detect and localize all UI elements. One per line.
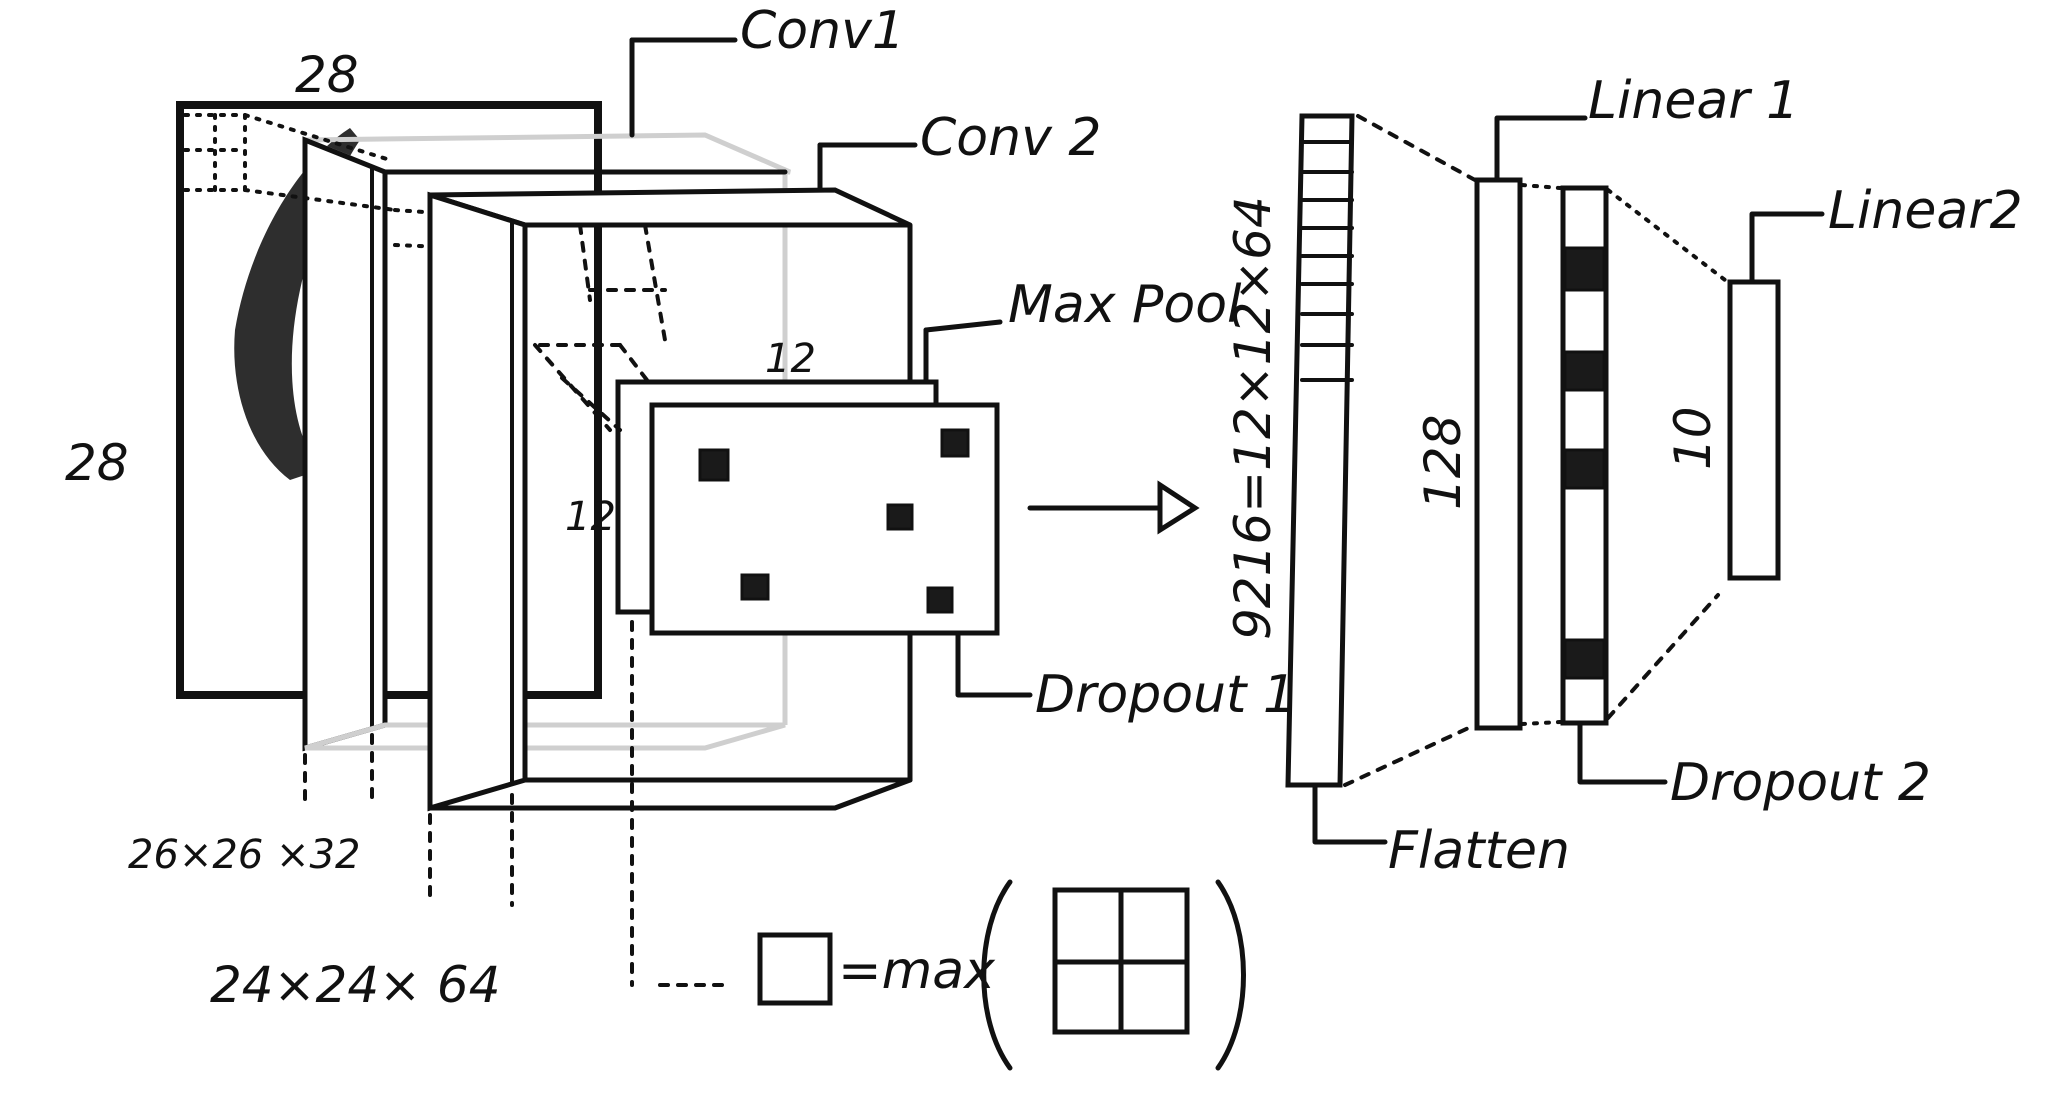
- conv2-kernel-dashes: [533, 223, 672, 432]
- dropout1-leader: [955, 630, 1033, 698]
- flatten-size-label: 9216=12×12×64: [1224, 196, 1282, 640]
- conv2-bottom-edge: [427, 777, 913, 811]
- input-width-label: 28: [295, 46, 359, 104]
- conv2-shape-label: 24×24× 64: [210, 956, 501, 1014]
- dropout2-leader: [1577, 720, 1668, 785]
- linear2-leader: [1749, 211, 1825, 285]
- flow-arrow: [1027, 480, 1200, 535]
- legend-left-paren: [981, 879, 1013, 1071]
- flatten-cells: [1300, 140, 1354, 382]
- linear1-size-label: 128: [1414, 415, 1472, 510]
- flatten-leader: [1312, 782, 1388, 845]
- pool-width-label: 12: [765, 336, 816, 382]
- dropout2-vector: [1560, 185, 1727, 785]
- dropout1-label: Dropout 1: [1035, 665, 1296, 725]
- linear2-vector: [1727, 211, 1825, 581]
- maxpool-label: Max Pool: [1008, 275, 1242, 335]
- linear1-vector: [1474, 115, 1588, 731]
- digit-stroke: [234, 128, 360, 480]
- legend-right-paren: [1215, 879, 1246, 1071]
- flatten-label: Flatten: [1388, 821, 1570, 881]
- input-receptive-grid: [183, 113, 247, 192]
- dropout2-block-2: [1563, 350, 1606, 392]
- maxpool-legend: [757, 879, 1246, 1071]
- flatten-bar: [1285, 113, 1355, 788]
- legend-pool-square: [757, 932, 833, 1006]
- conv1-dashed-bottom: [303, 733, 374, 802]
- dropout2-block-1: [1563, 246, 1606, 292]
- pool-connect-dash: [560, 376, 622, 432]
- conv2-label: Conv 2: [920, 108, 1101, 168]
- pool-cell-3: [886, 503, 914, 531]
- linear1-bar: [1474, 177, 1523, 731]
- linear2-bar: [1727, 279, 1781, 581]
- conv2-block: [427, 142, 918, 907]
- dropout2-top-dots: [1606, 188, 1727, 282]
- linear1-top-dots: [1520, 183, 1562, 190]
- pool-height-label: 12: [565, 494, 616, 540]
- dropout2-bottom-dash: [1606, 593, 1720, 720]
- maxpool-leader-h: [923, 319, 1003, 333]
- linear2-size-label: 10: [1664, 406, 1722, 470]
- conv1-shape-label: 26×26 ×32: [128, 832, 360, 878]
- conv2-dashed-bottom: [428, 793, 514, 907]
- legend-equals-max: =max: [838, 941, 996, 1001]
- arrow-head: [1157, 480, 1200, 535]
- flatten-bottom-dash: [1343, 723, 1477, 787]
- conv1-bottom-ghost: [304, 722, 786, 751]
- linear2-label: Linear2: [1828, 181, 2023, 241]
- pool-cell-5: [926, 586, 954, 614]
- linear1-label: Linear 1: [1588, 71, 1799, 131]
- dropout2-block-3: [1563, 448, 1606, 490]
- pool-cell-2: [940, 428, 970, 458]
- linear1-leader: [1494, 115, 1588, 183]
- flatten-vector: [1285, 113, 1477, 845]
- input-height-label: 28: [65, 434, 129, 492]
- dropout2-block-4: [1563, 638, 1606, 680]
- maxpool-block: [560, 319, 1033, 987]
- dropout2-label: Dropout 2: [1670, 753, 1931, 813]
- pool-cell-4: [740, 573, 770, 601]
- flatten-top-dash: [1356, 114, 1477, 182]
- linear1-bottom-dots: [1520, 720, 1562, 726]
- conv1-label: Conv1: [740, 1, 905, 61]
- pool-cell-1: [698, 448, 730, 482]
